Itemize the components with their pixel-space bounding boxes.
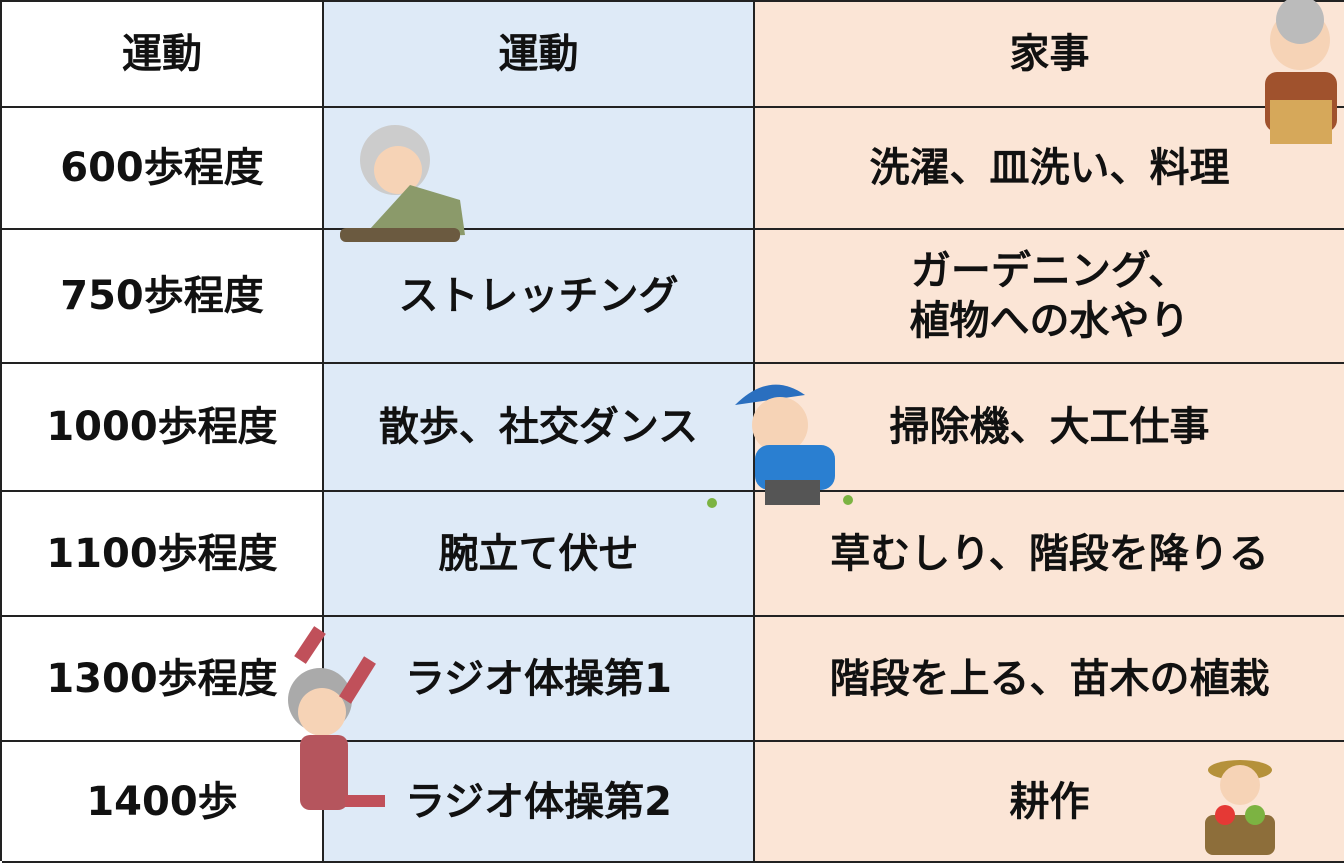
header-cell: 家事	[755, 2, 1344, 108]
header-cell: 運動	[2, 2, 324, 108]
table-cell: 洗濯、皿洗い、料理	[755, 108, 1344, 230]
table-cell: 散歩、社交ダンス	[324, 364, 755, 492]
table-cell: 耕作	[755, 742, 1344, 863]
table-cell: 750歩程度	[2, 230, 324, 364]
table-cell	[324, 108, 755, 230]
table-cell: ガーデニング、 植物への水やり	[755, 230, 1344, 364]
table-cell: 腕立て伏せ	[324, 492, 755, 617]
table-cell: 掃除機、大工仕事	[755, 364, 1344, 492]
table-cell: 600歩程度	[2, 108, 324, 230]
table-cell: 1100歩程度	[2, 492, 324, 617]
table-cell: ストレッチング	[324, 230, 755, 364]
table-cell: 草むしり、階段を降りる	[755, 492, 1344, 617]
table-cell: ラジオ体操第1	[324, 617, 755, 742]
table-cell: ラジオ体操第2	[324, 742, 755, 863]
table-cell: 階段を上る、苗木の植栽	[755, 617, 1344, 742]
table-cell: 1000歩程度	[2, 364, 324, 492]
table-cell: 1400歩	[2, 742, 324, 863]
header-cell: 運動	[324, 2, 755, 108]
table-cell: 1300歩程度	[2, 617, 324, 742]
